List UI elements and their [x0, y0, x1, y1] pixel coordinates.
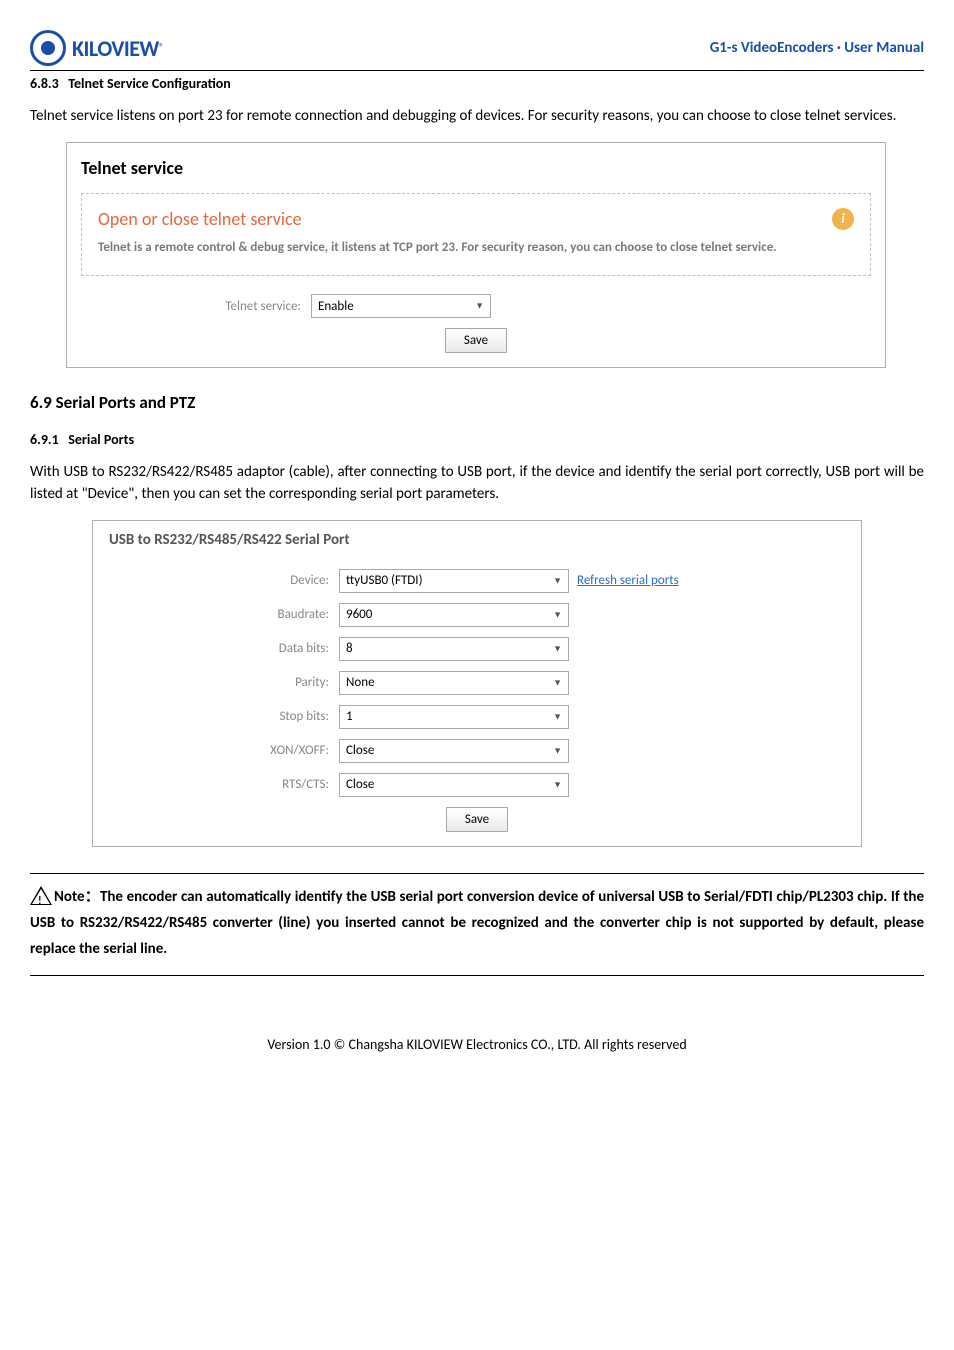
telnet-service-select[interactable]: Enable — [311, 294, 491, 318]
note-block: !Note：The encoder can automatically iden… — [30, 873, 924, 976]
databits-label: Data bits: — [109, 641, 339, 656]
logo-icon — [30, 30, 66, 66]
xonxoff-select[interactable]: Close — [339, 739, 569, 763]
stopbits-label: Stop bits: — [109, 709, 339, 724]
logo-text: KILOVIEW® — [72, 35, 164, 62]
warning-icon: ! — [30, 886, 52, 905]
info-icon: i — [832, 208, 854, 230]
serial-save-button[interactable]: Save — [446, 807, 508, 832]
telnet-service-label: Telnet service: — [81, 299, 301, 314]
section-6-8-3-body: Telnet service listens on port 23 for re… — [30, 106, 924, 128]
baudrate-select[interactable]: 9600 — [339, 603, 569, 627]
page-footer: Version 1.0 © Changsha KILOVIEW Electron… — [30, 1036, 924, 1053]
note-prefix: Note： — [54, 888, 100, 906]
parity-select[interactable]: None — [339, 671, 569, 695]
telnet-info-heading: Open or close telnet service — [98, 208, 302, 230]
refresh-serial-ports-link[interactable]: Refresh serial ports — [577, 573, 679, 588]
device-label: Device: — [109, 573, 339, 588]
brand-logo: KILOVIEW® — [30, 30, 164, 66]
header-divider — [30, 70, 924, 71]
xonxoff-label: XON/XOFF: — [109, 743, 339, 758]
stopbits-select[interactable]: 1 — [339, 705, 569, 729]
doc-title: G1-s VideoEncoders · User Manual — [710, 39, 924, 57]
telnet-panel-title: Telnet service — [81, 151, 871, 193]
section-6-8-3-heading: 6.8.3 Telnet Service Configuration — [30, 75, 924, 92]
telnet-service-panel: Telnet service Open or close telnet serv… — [66, 142, 886, 369]
rtscts-select[interactable]: Close — [339, 773, 569, 797]
rtscts-label: RTS/CTS: — [109, 777, 339, 792]
section-6-9-1-heading: 6.9.1 Serial Ports — [30, 431, 924, 448]
note-body: The encoder can automatically identify t… — [30, 888, 924, 959]
databits-select[interactable]: 8 — [339, 637, 569, 661]
telnet-save-button[interactable]: Save — [445, 328, 507, 353]
page-header: KILOVIEW® G1-s VideoEncoders · User Manu… — [30, 30, 924, 68]
section-6-9-heading: 6.9 Serial Ports and PTZ — [30, 392, 924, 413]
parity-label: Parity: — [109, 675, 339, 690]
serial-port-panel: USB to RS232/RS485/RS422 Serial Port Dev… — [92, 520, 862, 847]
serial-panel-title: USB to RS232/RS485/RS422 Serial Port — [109, 531, 845, 569]
telnet-info-desc: Telnet is a remote control & debug servi… — [98, 238, 854, 258]
baudrate-label: Baudrate: — [109, 607, 339, 622]
telnet-info-box: Open or close telnet service i Telnet is… — [81, 193, 871, 277]
section-6-9-1-body: With USB to RS232/RS422/RS485 adaptor (c… — [30, 462, 924, 506]
device-select[interactable]: ttyUSB0 (FTDI) — [339, 569, 569, 593]
